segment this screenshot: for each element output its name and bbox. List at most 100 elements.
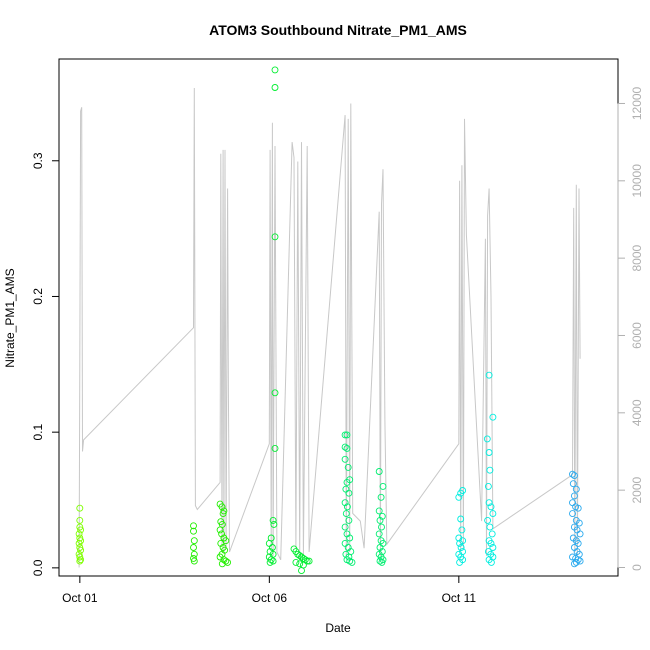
data-point — [375, 468, 383, 475]
data-point — [348, 558, 356, 566]
data-point — [455, 493, 463, 501]
altitude-line-layer — [78, 87, 581, 568]
x-axis-label: Date — [325, 621, 351, 635]
data-point — [572, 485, 580, 493]
data-point — [190, 550, 198, 558]
data-point — [305, 557, 313, 565]
data-point — [459, 487, 467, 494]
data-point — [487, 503, 495, 511]
data-point — [346, 534, 354, 542]
data-point — [575, 519, 583, 527]
data-point — [487, 558, 495, 566]
data-point — [378, 558, 386, 566]
data-point — [570, 472, 578, 480]
data-point — [484, 516, 492, 524]
data-point — [346, 476, 354, 484]
data-point — [345, 516, 353, 524]
data-point — [375, 507, 383, 515]
data-point — [341, 523, 349, 531]
y-axis: 0.0 0.1 0.2 0.3 — [31, 152, 60, 576]
data-point — [217, 539, 225, 547]
altitude-line — [78, 87, 581, 568]
series-5 — [455, 371, 497, 566]
data-point — [218, 560, 226, 568]
data-point — [190, 554, 197, 562]
series-1 — [75, 504, 85, 565]
data-point — [343, 503, 351, 511]
data-point — [190, 522, 197, 530]
data-point — [77, 526, 85, 534]
data-point — [376, 544, 384, 551]
y2-tick-label: 2000 — [630, 476, 644, 503]
series-3 — [265, 66, 313, 575]
data-point — [457, 544, 465, 551]
data-point — [379, 482, 387, 490]
data-point — [76, 516, 84, 524]
y2-tick-label: 8000 — [630, 244, 644, 271]
data-point — [76, 534, 84, 542]
y2-tick-label: 12000 — [630, 86, 644, 120]
data-point — [218, 503, 226, 511]
data-point — [271, 444, 279, 452]
data-point — [76, 544, 84, 551]
data-point — [484, 482, 492, 490]
data-point — [456, 539, 464, 547]
data-point — [341, 455, 349, 463]
plot-frame — [58, 58, 619, 577]
data-point — [489, 413, 497, 421]
data-point — [376, 557, 384, 565]
y-tick-label: 0.1 — [31, 423, 45, 440]
data-point — [190, 557, 198, 565]
data-point — [458, 526, 466, 534]
data-point — [576, 557, 584, 565]
data-point — [271, 389, 279, 397]
chart-title: ATOM3 Southbound Nitrate_PM1_AMS — [209, 22, 467, 38]
data-point — [376, 516, 384, 524]
data-point — [341, 539, 349, 547]
data-point — [486, 466, 494, 474]
data-point — [298, 567, 305, 575]
series-6 — [569, 470, 584, 568]
data-point — [343, 431, 351, 439]
data-point — [341, 499, 349, 507]
data-point — [485, 449, 493, 456]
data-point — [76, 504, 84, 512]
data-point — [76, 523, 84, 531]
data-point — [76, 553, 84, 561]
y-axis-label: Nitrate_PM1_AMS — [3, 268, 17, 367]
data-point — [218, 530, 226, 538]
y2-tick-label: 6000 — [630, 322, 644, 349]
data-point — [489, 510, 497, 518]
data-point — [190, 544, 197, 551]
data-point — [486, 523, 494, 531]
data-point — [292, 558, 300, 566]
data-point — [375, 530, 383, 538]
x-tick-label: Oct 06 — [252, 591, 288, 605]
data-point — [489, 544, 497, 551]
data-point — [569, 510, 576, 518]
data-point — [570, 560, 578, 568]
data-point — [216, 526, 224, 534]
series-2 — [190, 500, 232, 568]
data-point — [190, 527, 197, 535]
data-point — [569, 553, 576, 561]
data-point — [268, 544, 276, 551]
data-point — [345, 489, 353, 497]
data-point — [77, 556, 85, 564]
data-point — [572, 558, 580, 566]
x-tick-label: Oct 11 — [442, 591, 477, 605]
x-axis: Oct 01 Oct 06 Oct 11 — [62, 575, 477, 605]
data-point — [378, 512, 386, 520]
data-point — [487, 539, 495, 547]
data-point — [75, 539, 83, 547]
data-point — [269, 516, 277, 524]
data-point — [485, 371, 493, 379]
y-tick-label: 0.0 — [31, 559, 45, 576]
y2-tick-label: 0 — [630, 564, 644, 571]
data-point — [271, 66, 279, 74]
data-point — [456, 558, 464, 566]
points-layer — [75, 66, 584, 575]
data-point — [457, 515, 465, 523]
data-point — [377, 493, 385, 501]
y-tick-label: 0.3 — [31, 152, 45, 169]
